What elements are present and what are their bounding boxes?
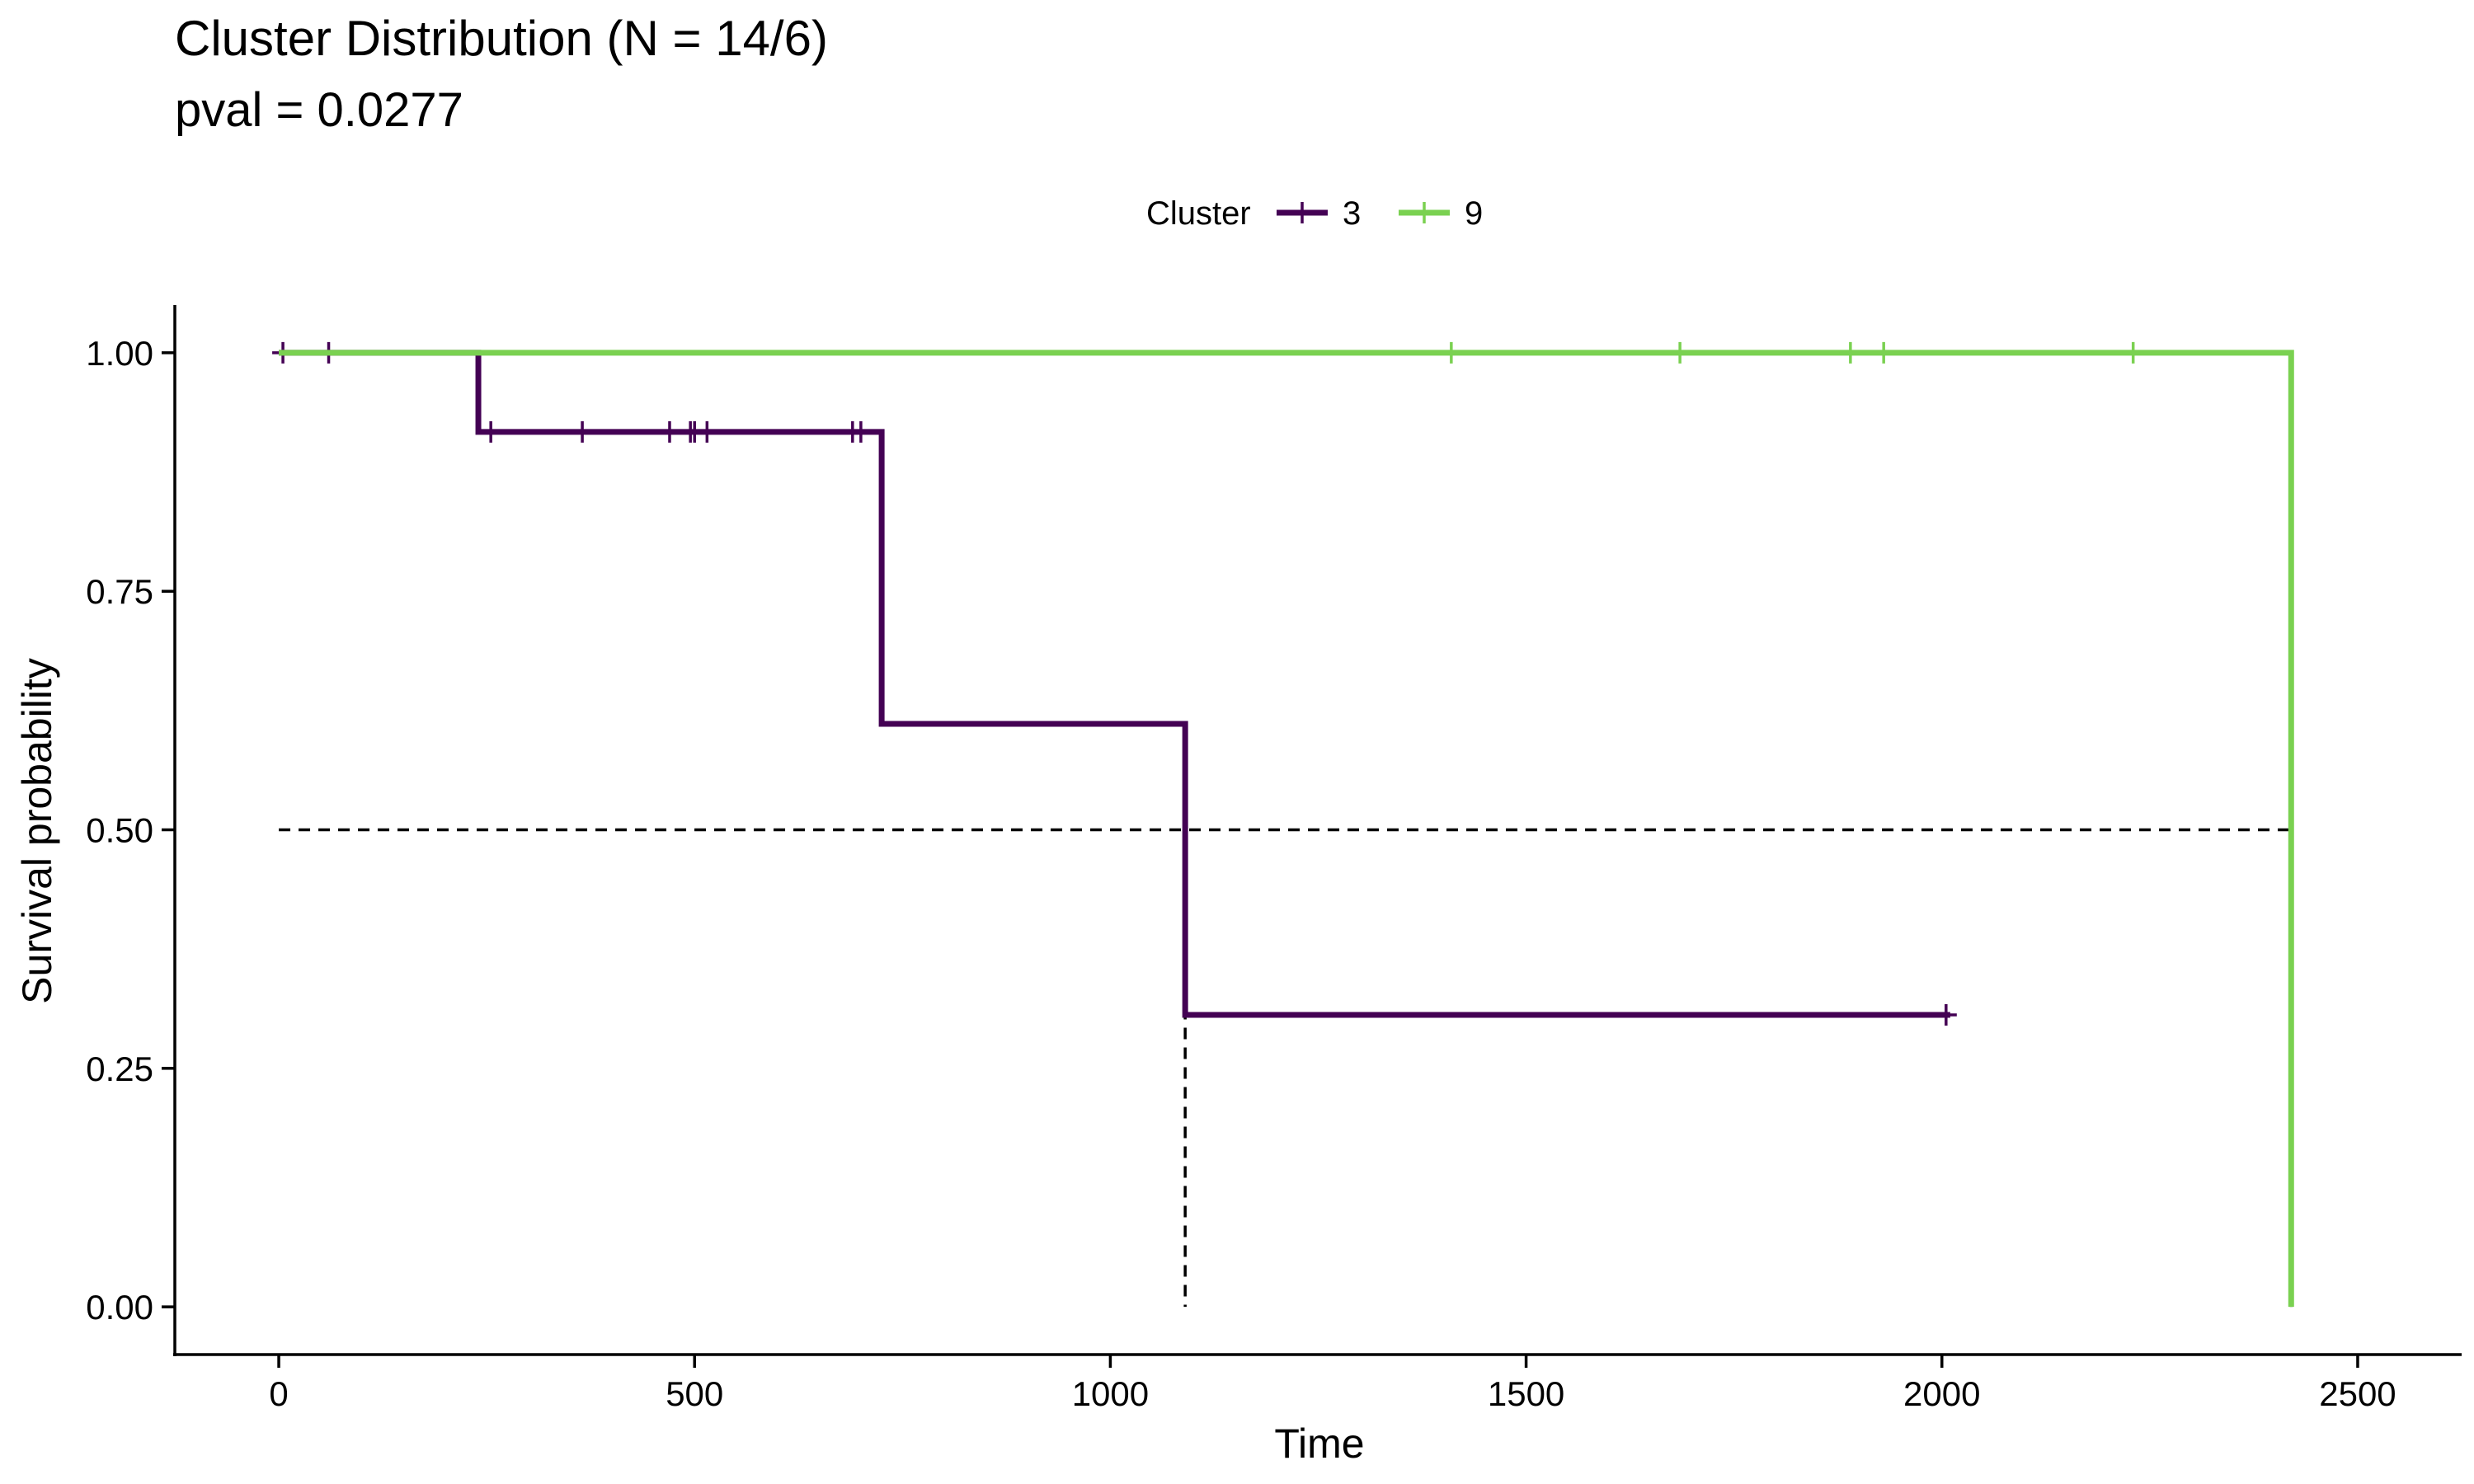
survival-curve-cluster-9 bbox=[279, 350, 2294, 1308]
chart-title: Cluster Distribution (N = 14/6) bbox=[175, 11, 828, 66]
y-tick-label: 0.25 bbox=[86, 1050, 153, 1088]
y-axis-label: Survival probability bbox=[14, 658, 60, 1004]
x-tick-label: 2500 bbox=[2319, 1374, 2396, 1413]
legend-entry-label: 3 bbox=[1343, 195, 1361, 232]
censor-mark-cluster-3 bbox=[1935, 1004, 1957, 1026]
censor-mark-cluster-3 bbox=[480, 420, 502, 443]
y-tick-label: 0.75 bbox=[86, 572, 153, 611]
y-tick-label: 0.50 bbox=[86, 811, 153, 850]
axes: 0 500 1000 1500 2000 2500 0.00 0.25 0.50 0.75 1.0… bbox=[14, 305, 2462, 1467]
censor-mark-cluster-9 bbox=[1669, 341, 1691, 364]
x-tick-label: 1500 bbox=[1488, 1374, 1564, 1413]
survival-curve-cluster-3 bbox=[279, 350, 1950, 1018]
y-tick-label: 1.00 bbox=[86, 334, 153, 373]
survival-curves bbox=[272, 341, 2294, 1308]
x-tick-label: 2000 bbox=[1903, 1374, 1980, 1413]
x-tick-label: 1000 bbox=[1072, 1374, 1149, 1413]
censor-mark-cluster-9 bbox=[1839, 341, 1861, 364]
x-axis-label: Time bbox=[1274, 1421, 1364, 1467]
censor-mark-cluster-3 bbox=[696, 420, 718, 443]
censor-mark-cluster-9 bbox=[1440, 341, 1462, 364]
censor-mark-cluster-3 bbox=[849, 420, 872, 443]
legend-entry-label: 9 bbox=[1465, 195, 1483, 232]
median-reference-lines bbox=[279, 828, 2293, 1308]
legend-title: Cluster bbox=[1146, 195, 1251, 232]
x-tick-label: 0 bbox=[269, 1374, 288, 1413]
y-tick-label: 0.00 bbox=[86, 1288, 153, 1327]
censor-mark-cluster-9 bbox=[1873, 341, 1895, 364]
censor-mark-cluster-3 bbox=[658, 420, 680, 443]
legend: Cluster 3 9 bbox=[1146, 195, 1483, 232]
chart-subtitle: pval = 0.0277 bbox=[175, 83, 463, 137]
censor-mark-cluster-3 bbox=[571, 420, 594, 443]
censor-mark-cluster-9 bbox=[2122, 341, 2144, 364]
x-tick-label: 500 bbox=[666, 1374, 723, 1413]
